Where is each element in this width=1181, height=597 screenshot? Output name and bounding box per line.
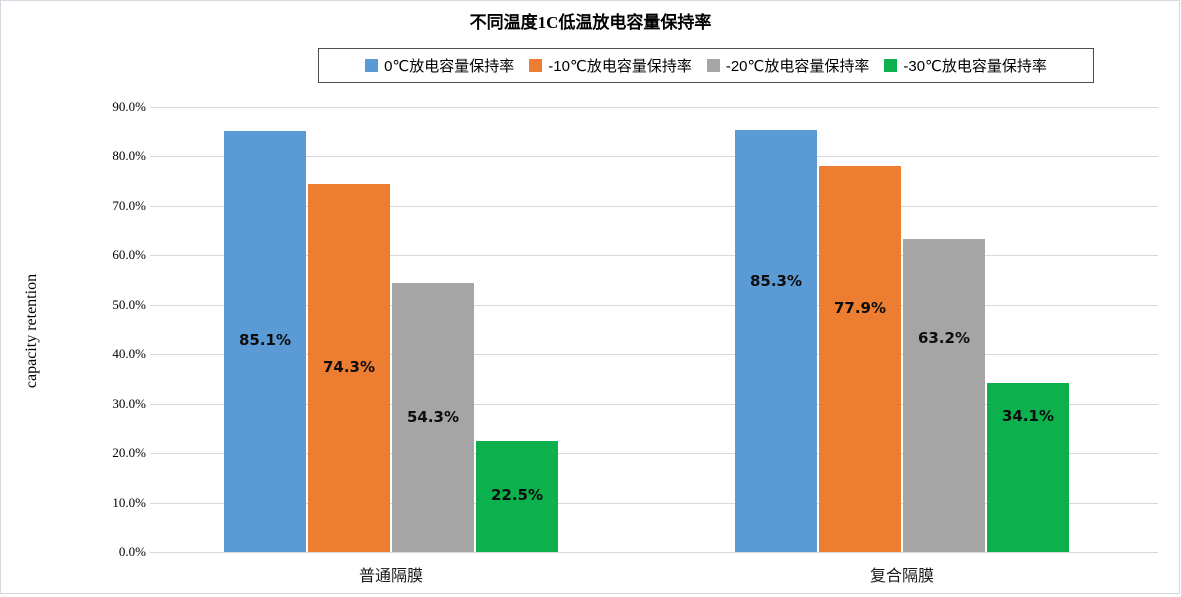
gridline	[150, 453, 1158, 454]
legend-swatch-icon	[884, 59, 898, 72]
legend-label: -10℃放电容量保持率	[548, 58, 692, 75]
gridline	[150, 304, 1158, 306]
bar	[819, 166, 901, 552]
y-tick-label: 40.0%	[112, 346, 146, 361]
gridline	[150, 205, 1158, 207]
y-tick-label: 10.0%	[112, 494, 146, 510]
gridline	[150, 403, 1158, 405]
legend-item: -10℃放电容量保持率	[529, 55, 692, 76]
bar-label: 85.1%	[238, 331, 292, 350]
bar-label: 74.3%	[322, 358, 376, 377]
y-tick-label: 20.0%	[112, 445, 146, 460]
legend-label: 0℃放电容量保持率	[384, 58, 515, 75]
bar	[903, 239, 985, 552]
bar	[224, 130, 306, 552]
bar	[476, 440, 558, 552]
gridline	[150, 354, 1158, 355]
chart-title: 不同温度1C低温放电容量保持率	[469, 13, 712, 32]
category-label: 复合隔膜	[869, 568, 934, 585]
bar-label: 77.9%	[833, 299, 887, 318]
bar	[735, 129, 817, 552]
bar-label: 34.1%	[1001, 406, 1055, 425]
y-tick-label: 30.0%	[112, 395, 146, 411]
legend-swatch-icon	[365, 59, 379, 72]
bar-label: 85.3%	[749, 271, 803, 290]
bar	[308, 184, 390, 552]
y-tick-label: 0.0%	[118, 544, 146, 559]
y-axis-title: capacity retention	[23, 273, 40, 389]
legend-label: -20℃放电容量保持率	[725, 58, 870, 75]
bar	[987, 383, 1069, 552]
y-tick-label: 50.0%	[112, 296, 146, 312]
gridline	[150, 552, 1158, 553]
legend-label: -30℃放电容量保持率	[903, 58, 1047, 75]
legend-swatch-icon	[706, 59, 720, 72]
y-tick-label: 60.0%	[112, 247, 146, 262]
category-label: 普通隔膜	[358, 568, 423, 585]
legend-swatch-icon	[529, 59, 543, 72]
gridline	[150, 156, 1158, 157]
y-tick-label: 70.0%	[112, 197, 146, 213]
legend: 0℃放电容量保持率 -10℃放电容量保持率 -20℃放电容量保持率 -30℃放电容量保…	[318, 48, 1094, 83]
gridline	[150, 255, 1158, 256]
y-tick-label: 90.0%	[112, 98, 146, 114]
gridline	[150, 106, 1158, 108]
y-tick-label: 80.0%	[112, 148, 146, 163]
bar	[392, 283, 474, 552]
gridline	[150, 502, 1158, 504]
legend-item: -20℃放电容量保持率	[706, 55, 870, 76]
bar-label: 54.3%	[406, 407, 460, 426]
legend-item: 0℃放电容量保持率	[365, 55, 514, 76]
bar-label: 22.5%	[490, 486, 544, 505]
bar-label: 63.2%	[917, 329, 971, 348]
legend-item: -30℃放电容量保持率	[884, 55, 1047, 76]
